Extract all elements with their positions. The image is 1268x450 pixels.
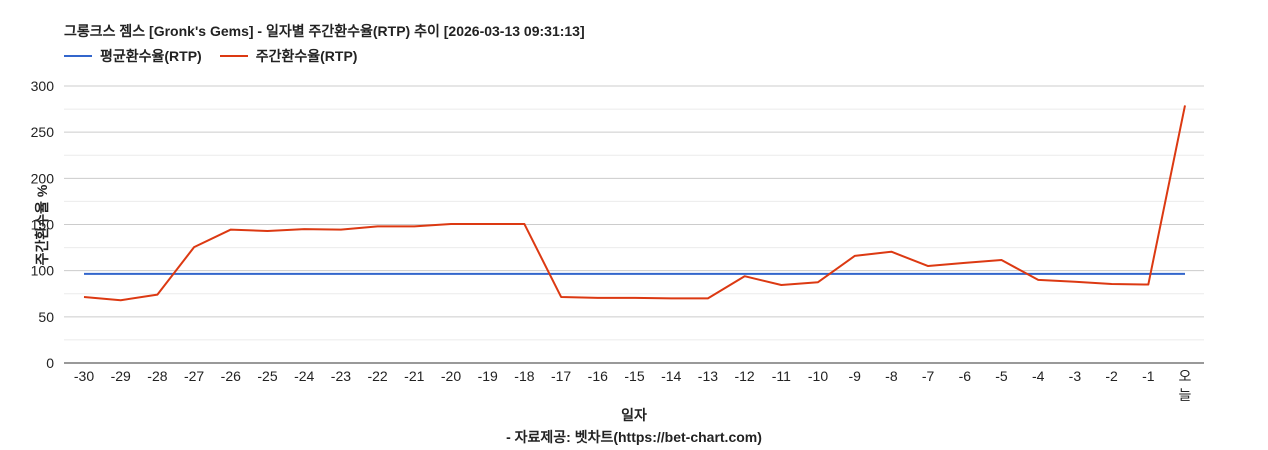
y-tick-label: 250 xyxy=(31,124,55,140)
y-tick-label: 100 xyxy=(31,263,55,279)
x-tick-label: -5 xyxy=(995,368,1008,384)
x-tick-label: -21 xyxy=(404,368,424,384)
legend-item-weekly-rtp[interactable]: 주간환수율(RTP) xyxy=(219,46,358,66)
legend-swatch-line-icon xyxy=(64,55,92,57)
x-tick-label: -11 xyxy=(772,368,791,384)
x-tick-label: -30 xyxy=(74,368,94,384)
x-tick-label: -14 xyxy=(661,368,681,384)
y-tick-label: 50 xyxy=(38,309,54,325)
x-tick-label: -7 xyxy=(922,368,935,384)
x-tick-label: -3 xyxy=(1069,368,1082,384)
x-tick-label: -28 xyxy=(147,368,167,384)
gridlines xyxy=(64,85,1204,341)
legend-label: 평균환수율(RTP) xyxy=(100,48,202,64)
x-tick-label: -23 xyxy=(331,368,351,384)
x-tick-label: -20 xyxy=(441,368,461,384)
x-tick-label: -27 xyxy=(184,368,204,384)
x-tick-label: -29 xyxy=(111,368,131,384)
legend-label: 주간환수율(RTP) xyxy=(255,48,358,64)
data-source-credit: - 자료제공: 벳차트(https://bet-chart.com) xyxy=(506,429,762,445)
legend-item-average-rtp[interactable]: 평균환수율(RTP) xyxy=(64,46,202,66)
x-tick-label: -15 xyxy=(624,368,644,384)
series-lines xyxy=(83,105,1186,302)
x-tick-label: -12 xyxy=(734,368,754,384)
y-tick-label: 0 xyxy=(46,355,54,371)
x-tick-label: -2 xyxy=(1105,368,1118,384)
weekly-rtp-line[interactable] xyxy=(83,105,1186,302)
x-tick-label: -4 xyxy=(1032,368,1045,384)
x-tick-label: -10 xyxy=(808,368,828,384)
chart-legend: 평균환수율(RTP) 주간환수율(RTP) xyxy=(64,46,357,66)
x-tick-label: -13 xyxy=(698,368,718,384)
x-tick-label: -6 xyxy=(959,368,972,384)
y-axis-ticks: 0 50 100 150 200 250 300 xyxy=(31,78,55,371)
chart-title: 그롱크스 젬스 [Gronk's Gems] - 일자별 주간환수율(RTP) … xyxy=(64,23,585,39)
x-tick-label: -8 xyxy=(885,368,898,384)
y-tick-label: 150 xyxy=(31,217,55,233)
x-tick-label: -19 xyxy=(478,368,498,384)
x-axis-ticks: -30 -29 -28 -27 -26 -25 -24 -23 -22 -21 -20 -19 -18 -… xyxy=(74,368,1192,403)
x-tick-label: -26 xyxy=(221,368,241,384)
x-tick-label: -25 xyxy=(257,368,277,384)
x-tick-label: -18 xyxy=(514,368,534,384)
y-tick-label: 200 xyxy=(31,170,55,186)
x-tick-label: -1 xyxy=(1142,368,1155,384)
x-tick-label: -9 xyxy=(848,368,861,384)
x-axis-title: 일자 xyxy=(621,407,647,423)
legend-swatch-line-icon xyxy=(219,55,248,57)
x-tick-label: -22 xyxy=(367,368,387,384)
x-tick-label: -24 xyxy=(294,368,314,384)
y-tick-label: 300 xyxy=(31,78,55,94)
x-tick-label: -16 xyxy=(588,368,608,384)
x-tick-label: -17 xyxy=(551,368,571,384)
